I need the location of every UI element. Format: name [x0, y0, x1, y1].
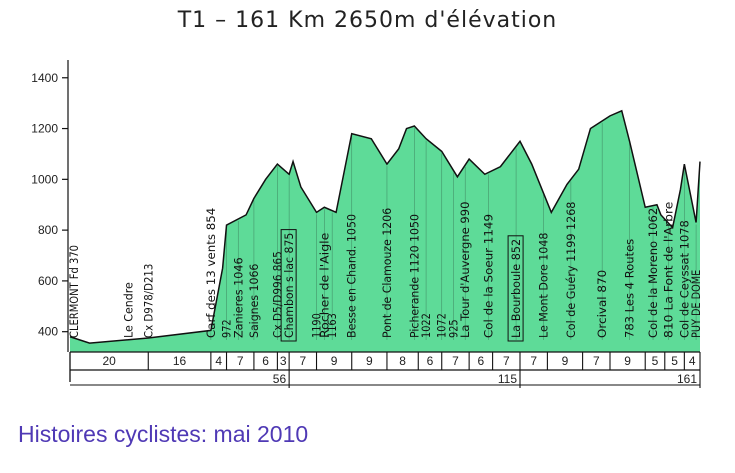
waypoint-label: Zanieres 1046 — [231, 257, 245, 338]
waypoint-label: Rocher de l'Aigle — [317, 233, 331, 338]
waypoint-label-group: Le Mont Dore 1048 — [536, 233, 550, 338]
segment-distance-label: 8 — [399, 354, 406, 368]
cumulative-distance-label: 161 — [677, 372, 697, 386]
segment-distance-label: 9 — [624, 354, 631, 368]
waypoint-label-group: Col de la Moreno 1062 — [646, 208, 660, 338]
segment-distance-label: 4 — [215, 354, 222, 368]
waypoint-label: 1072 — [435, 313, 449, 338]
waypoint-label: Saignes 1066 — [247, 264, 261, 338]
waypoint-label-group: Col de Guéry 1199 1268 — [564, 202, 578, 338]
waypoint-label: Col de la Soeur 1149 — [482, 214, 496, 338]
elevation-line — [69, 109, 701, 344]
segment-distance-label: 5 — [652, 354, 659, 368]
waypoint-label-group: La Tour d'Auvergne 990 — [458, 202, 472, 338]
cumulative-distance-label: 115 — [498, 372, 517, 386]
waypoint-label: Orcival 870 — [595, 270, 609, 338]
y-tick-label: 800 — [38, 223, 58, 237]
waypoint-label: 1022 — [419, 313, 433, 338]
waypoint-label-group: 783 Les 4 Routes — [623, 239, 637, 338]
waypoint-label: PUY DE DOME — [689, 270, 703, 338]
waypoint-label-group: 1072 — [435, 313, 449, 338]
y-tick-label: 400 — [38, 325, 58, 339]
waypoint-label-group: Zanieres 1046 — [231, 257, 245, 338]
waypoint-label: 972 — [220, 319, 234, 338]
segment-distance-label: 9 — [331, 354, 338, 368]
waypoint-label-group: La Bourboule 852 — [507, 235, 524, 342]
source-caption-link[interactable]: Histoires cyclistes: mai 2010 — [18, 421, 309, 447]
y-tick-label: 1400 — [31, 71, 58, 85]
waypoint-label: Cx D978/D213 — [141, 264, 155, 338]
segment-distance-label: 16 — [173, 354, 187, 368]
waypoint-label-box — [280, 229, 297, 342]
waypoint-label-group: 1163 — [325, 313, 339, 338]
chart-title: T1 – 161 Km 2650m d'élévation — [177, 8, 558, 33]
waypoint-label-group: 810 La Font de l'Arbre — [662, 202, 676, 338]
waypoint-label: Col de la Moreno 1062 — [646, 208, 660, 338]
waypoint-label: Carf des 13 vents 854 — [204, 208, 218, 338]
segment-distance-label: 7 — [299, 354, 306, 368]
waypoint-label: Pont de Clamouze 1206 — [380, 208, 394, 338]
waypoint-label: Col de Guéry 1199 1268 — [564, 202, 578, 338]
waypoint-label-group: Le Cendre — [122, 282, 136, 338]
y-tick-label: 1000 — [31, 172, 58, 186]
waypoint-label-group: Besse en Chand. 1050 — [345, 214, 359, 338]
waypoint-label-group: 925 — [446, 319, 460, 338]
waypoint-label: La Bourboule 852 — [509, 239, 523, 338]
segment-distance-label: 7 — [593, 354, 600, 368]
elevation-profile-figure: T1 – 161 Km 2650m d'élévation 400 600 800 1… — [31, 8, 704, 388]
caption-area: Histoires cyclistes: mai 2010 — [0, 395, 735, 473]
waypoint-label: La Tour d'Auvergne 990 — [458, 202, 472, 338]
waypoint-label-group: Picherande 1120 1050 — [407, 214, 421, 338]
cumulative-distance-label: 56 — [273, 372, 287, 386]
segment-distance-label: 5 — [671, 354, 678, 368]
waypoint-label-group: Pont de Clamouze 1206 — [380, 208, 394, 338]
waypoint-label-box — [507, 235, 524, 342]
segment-distance-label: 4 — [689, 354, 696, 368]
segment-distance-label: 7 — [530, 354, 537, 368]
waypoint-label: Le Cendre — [122, 282, 136, 338]
waypoint-label: Col de Ceyssat 1078 — [677, 220, 691, 338]
segment-distance-label: 20 — [102, 354, 116, 368]
waypoint-label-group: Chambon s lac 875 — [280, 229, 297, 342]
segment-distance-label: 7 — [503, 354, 510, 368]
waypoint-label: CLERMONT Fd 370 — [67, 245, 81, 338]
waypoint-label-group: Orcival 870 — [595, 270, 609, 338]
waypoint-label-group: Col de Ceyssat 1078 — [677, 220, 691, 338]
y-tick-label: 1200 — [31, 122, 58, 136]
waypoint-label-group: Col de la Soeur 1149 — [482, 214, 496, 338]
waypoint-label: 783 Les 4 Routes — [623, 239, 637, 338]
segment-distance-label: 6 — [262, 354, 269, 368]
waypoint-label-group: PUY DE DOME — [689, 270, 703, 338]
waypoint-label-group: 1190 — [310, 313, 324, 338]
segment-distance-label: 6 — [427, 354, 434, 368]
waypoint-label-group: 972 — [220, 319, 234, 338]
segment-distance-label: 3 — [280, 354, 287, 368]
waypoint-label-group: 1022 — [419, 313, 433, 338]
segment-distance-label: 9 — [366, 354, 373, 368]
waypoint-label-group: Rocher de l'Aigle — [317, 233, 331, 338]
waypoint-label-group: Cx D978/D213 — [141, 264, 155, 338]
waypoint-label: 810 La Font de l'Arbre — [662, 202, 676, 338]
elevation-area — [70, 110, 700, 352]
waypoint-label: 1190 — [310, 313, 324, 338]
y-tick-label: 600 — [38, 274, 58, 288]
waypoint-label: 925 — [446, 319, 460, 338]
waypoint-label-group: Carf des 13 vents 854 — [204, 208, 218, 338]
waypoint-label-group: Saignes 1066 — [247, 264, 261, 338]
waypoint-label-group: CLERMONT Fd 370 — [67, 245, 81, 338]
segment-distance-label: 7 — [452, 354, 459, 368]
waypoint-label: Le Mont Dore 1048 — [536, 233, 550, 338]
segment-distance-label: 6 — [478, 354, 485, 368]
waypoint-label: Chambon s lac 875 — [282, 233, 296, 338]
waypoint-label: 1163 — [325, 313, 339, 338]
waypoint-label: Besse en Chand. 1050 — [345, 214, 359, 338]
segment-distance-label: 7 — [237, 354, 244, 368]
waypoint-label: Picherande 1120 1050 — [407, 214, 421, 338]
segment-distance-label: 9 — [562, 354, 569, 368]
